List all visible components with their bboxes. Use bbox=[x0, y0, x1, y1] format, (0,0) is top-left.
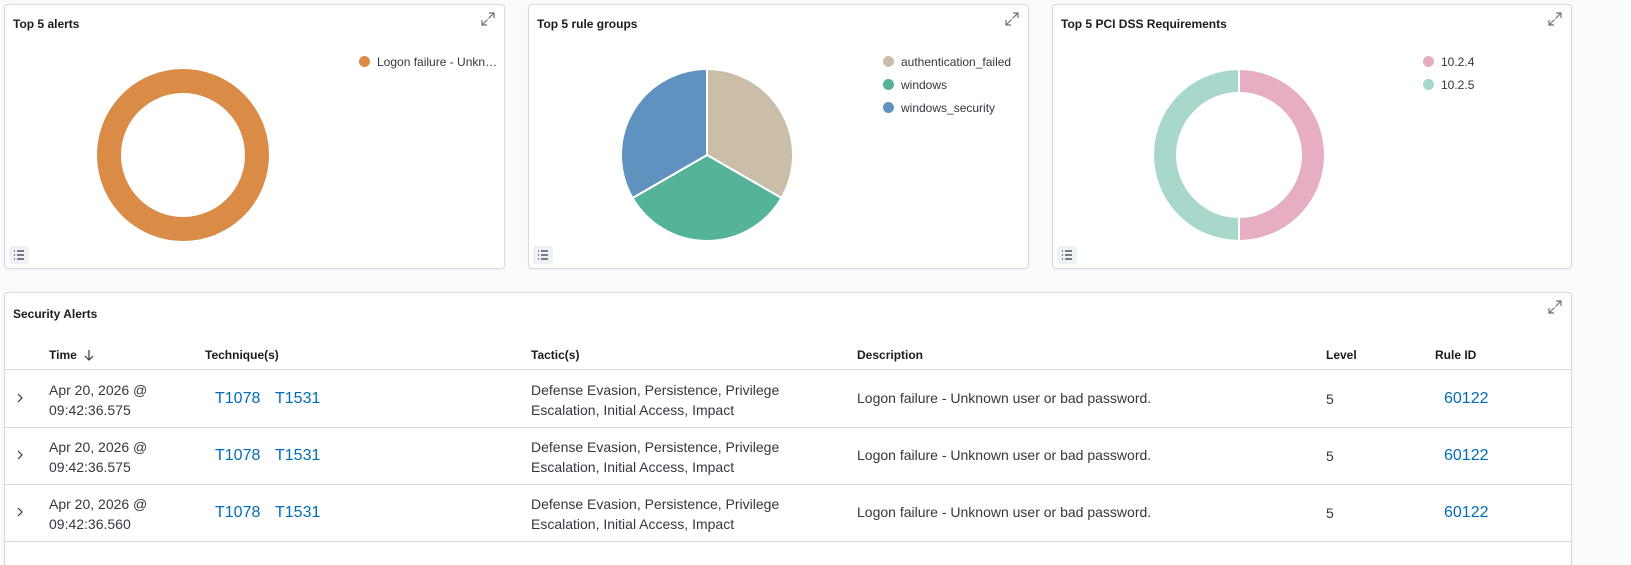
legend-item[interactable]: 10.2.5 bbox=[1423, 73, 1523, 96]
tactics-cell: Defense Evasion, Persistence, Privilege … bbox=[531, 494, 801, 534]
tactics-line: Defense Evasion, Persistence, Privilege bbox=[531, 439, 780, 455]
legend-item[interactable]: windows bbox=[883, 73, 1023, 96]
legend-label: 10.2.5 bbox=[1441, 77, 1475, 92]
legend-item[interactable]: windows_security bbox=[883, 96, 1023, 119]
tactics-cell: Defense Evasion, Persistence, Privilege … bbox=[531, 380, 801, 420]
chart-legend: Logon failure - Unkn… bbox=[359, 50, 499, 73]
technique-link[interactable]: T1531 bbox=[275, 390, 321, 407]
top-alerts-panel: Top 5 alerts Logon failure - Unkn… bbox=[4, 4, 505, 269]
chevron-right-icon[interactable] bbox=[13, 391, 27, 405]
rule-id-link[interactable]: 60122 bbox=[1444, 504, 1489, 521]
column-techniques[interactable]: Technique(s) bbox=[205, 348, 279, 362]
technique-link[interactable]: T1078 bbox=[215, 390, 261, 407]
table-row: Apr 20, 2026 @ 09:42:36.575 T1078 T1531 … bbox=[5, 428, 1571, 485]
column-label: Time bbox=[49, 348, 77, 362]
table-row: Apr 20, 2026 @ 09:42:36.575 T1078 T1531 … bbox=[5, 371, 1571, 428]
tactics-line: Escalation, Initial Access, Impact bbox=[531, 459, 735, 475]
tactics-line: Escalation, Initial Access, Impact bbox=[531, 402, 735, 418]
tactics-line: Escalation, Initial Access, Impact bbox=[531, 516, 735, 532]
technique-link[interactable]: T1531 bbox=[275, 504, 321, 521]
legend-label: windows_security bbox=[901, 100, 996, 115]
panel-title: Top 5 alerts bbox=[13, 17, 80, 31]
column-time[interactable]: Time bbox=[49, 348, 95, 362]
legend-dot bbox=[883, 102, 894, 113]
sort-descending-icon bbox=[84, 350, 94, 361]
table-row: Apr 20, 2026 @ 09:42:36.560 T1078 T1531 … bbox=[5, 485, 1571, 542]
expand-icon[interactable] bbox=[1547, 11, 1563, 27]
legend-label: windows bbox=[901, 77, 948, 92]
security-alerts-panel: Security Alerts Time Technique(s) Tactic… bbox=[4, 292, 1572, 565]
legend-dot bbox=[1423, 79, 1434, 90]
pie-slice-windows-security[interactable] bbox=[620, 67, 708, 200]
time-cell: Apr 20, 2026 @ 09:42:36.575 bbox=[49, 437, 179, 477]
column-level[interactable]: Level bbox=[1326, 348, 1357, 362]
legend-toggle-icon[interactable] bbox=[533, 246, 553, 264]
expand-icon[interactable] bbox=[1547, 299, 1563, 315]
rule-groups-pie bbox=[620, 67, 794, 242]
legend-label: 10.2.4 bbox=[1441, 54, 1475, 69]
top-alerts-donut bbox=[97, 69, 269, 241]
pie-slice-authentication-failed[interactable] bbox=[706, 67, 794, 200]
legend-dot bbox=[359, 56, 370, 67]
legend-dot bbox=[883, 79, 894, 90]
expand-icon[interactable] bbox=[1004, 11, 1020, 27]
panel-title: Top 5 PCI DSS Requirements bbox=[1061, 17, 1227, 31]
time-date: Apr 20, 2026 @ bbox=[49, 382, 148, 398]
legend-dot bbox=[883, 56, 894, 67]
level-cell: 5 bbox=[1326, 391, 1334, 407]
time-date: Apr 20, 2026 @ bbox=[49, 496, 148, 512]
tactics-line: Defense Evasion, Persistence, Privilege bbox=[531, 496, 780, 512]
chevron-right-icon[interactable] bbox=[13, 505, 27, 519]
top-rule-groups-panel: Top 5 rule groups authentication_failed … bbox=[528, 4, 1029, 269]
legend-item[interactable]: 10.2.4 bbox=[1423, 50, 1523, 73]
expand-icon[interactable] bbox=[480, 11, 496, 27]
time-cell: Apr 20, 2026 @ 09:42:36.575 bbox=[49, 380, 179, 420]
technique-link[interactable]: T1078 bbox=[215, 447, 261, 464]
rule-id-link[interactable]: 60122 bbox=[1444, 447, 1489, 464]
legend-toggle-icon[interactable] bbox=[9, 246, 29, 264]
pie-slice-logon-failure-unkn-[interactable] bbox=[97, 69, 269, 241]
time-clock: 09:42:36.575 bbox=[49, 459, 131, 475]
legend-label: authentication_failed bbox=[901, 54, 1012, 69]
chart-legend: authentication_failed windows windows_se… bbox=[883, 50, 1023, 119]
tactics-line: Defense Evasion, Persistence, Privilege bbox=[531, 382, 780, 398]
panel-title: Security Alerts bbox=[13, 307, 98, 321]
pci-dss-donut bbox=[1152, 67, 1326, 243]
description-cell: Logon failure - Unknown user or bad pass… bbox=[857, 504, 1152, 520]
time-clock: 09:42:36.560 bbox=[49, 516, 131, 532]
technique-link[interactable]: T1078 bbox=[215, 504, 261, 521]
rule-id-link[interactable]: 60122 bbox=[1444, 390, 1489, 407]
panel-title: Top 5 rule groups bbox=[537, 17, 638, 31]
top-pci-dss-panel: Top 5 PCI DSS Requirements 10.2.4 10.2.5 bbox=[1052, 4, 1572, 269]
technique-link[interactable]: T1531 bbox=[275, 447, 321, 464]
pie-slice-10-2-5[interactable] bbox=[1152, 67, 1240, 243]
legend-label: Logon failure - Unkn… bbox=[377, 54, 498, 69]
legend-item[interactable]: authentication_failed bbox=[883, 50, 1023, 73]
level-cell: 5 bbox=[1326, 505, 1334, 521]
column-tactics[interactable]: Tactic(s) bbox=[531, 348, 580, 362]
legend-dot bbox=[1423, 56, 1434, 67]
time-date: Apr 20, 2026 @ bbox=[49, 439, 148, 455]
tactics-cell: Defense Evasion, Persistence, Privilege … bbox=[531, 437, 801, 477]
legend-item[interactable]: Logon failure - Unkn… bbox=[359, 50, 499, 73]
time-cell: Apr 20, 2026 @ 09:42:36.560 bbox=[49, 494, 179, 534]
chevron-right-icon[interactable] bbox=[13, 448, 27, 462]
time-clock: 09:42:36.575 bbox=[49, 402, 131, 418]
description-cell: Logon failure - Unknown user or bad pass… bbox=[857, 447, 1152, 463]
description-cell: Logon failure - Unknown user or bad pass… bbox=[857, 390, 1152, 406]
pie-slice-windows[interactable] bbox=[631, 153, 783, 242]
column-rule-id[interactable]: Rule ID bbox=[1435, 348, 1477, 362]
pie-slice-10-2-4[interactable] bbox=[1238, 67, 1326, 243]
chart-legend: 10.2.4 10.2.5 bbox=[1423, 50, 1523, 96]
table-header: Time Technique(s) Tactic(s) Description … bbox=[5, 340, 1571, 370]
level-cell: 5 bbox=[1326, 448, 1334, 464]
column-description[interactable]: Description bbox=[857, 348, 924, 362]
legend-toggle-icon[interactable] bbox=[1057, 246, 1077, 264]
